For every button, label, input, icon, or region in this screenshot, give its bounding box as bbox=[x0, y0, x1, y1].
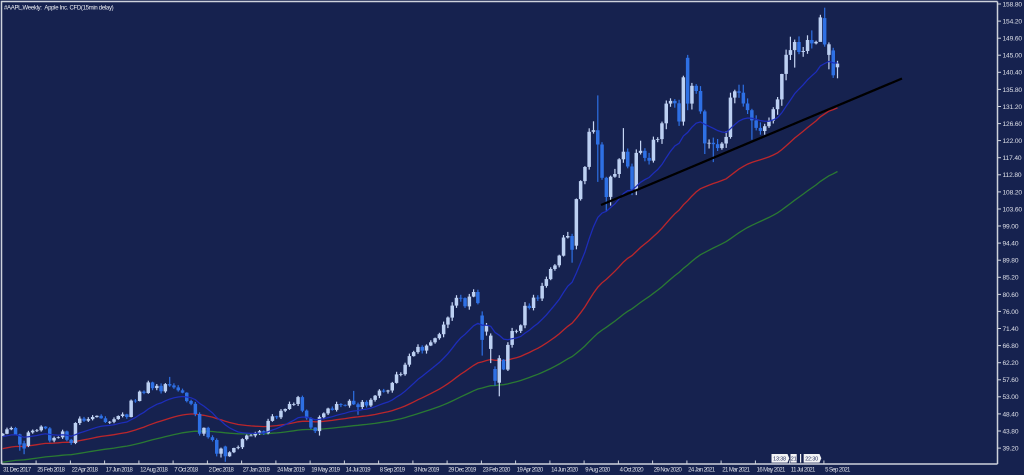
svg-text:112.80: 112.80 bbox=[1003, 172, 1022, 179]
svg-text:135.80: 135.80 bbox=[1003, 87, 1023, 94]
svg-text:99.00: 99.00 bbox=[1003, 223, 1019, 230]
svg-text:158.80: 158.80 bbox=[1003, 1, 1023, 8]
svg-text:27 Jan 2019: 27 Jan 2019 bbox=[243, 468, 271, 474]
svg-text:19 Apr 2020: 19 Apr 2020 bbox=[517, 468, 544, 474]
svg-text:23 Feb 2020: 23 Feb 2020 bbox=[483, 468, 511, 474]
svg-text:19 May 2019: 19 May 2019 bbox=[311, 468, 340, 474]
svg-text:85.20: 85.20 bbox=[1003, 275, 1019, 282]
svg-text:131.20: 131.20 bbox=[1003, 104, 1023, 111]
svg-text:#AAPL,Weekly: Apple Inc. CFD(: #AAPL,Weekly: Apple Inc. CFD(15min delay… bbox=[4, 5, 114, 11]
svg-text:3 Nov 2019: 3 Nov 2019 bbox=[414, 468, 440, 474]
svg-text:22:30: 22:30 bbox=[805, 457, 818, 463]
svg-text:108.20: 108.20 bbox=[1003, 189, 1023, 196]
svg-text:14 Jun 2020: 14 Jun 2020 bbox=[551, 468, 579, 474]
svg-text:140.40: 140.40 bbox=[1003, 70, 1023, 77]
svg-text:66.80: 66.80 bbox=[1003, 343, 1019, 350]
svg-text:149.60: 149.60 bbox=[1003, 36, 1023, 43]
svg-text:9 Aug 2020: 9 Aug 2020 bbox=[585, 468, 611, 474]
svg-text:39.20: 39.20 bbox=[1003, 446, 1019, 453]
svg-text:14 Jul 2019: 14 Jul 2019 bbox=[346, 468, 372, 474]
svg-text:22 Apr 2018: 22 Apr 2018 bbox=[72, 468, 99, 474]
svg-text:21: 21 bbox=[791, 457, 797, 463]
svg-text:126.60: 126.60 bbox=[1003, 121, 1023, 128]
svg-text:17 Jun 2018: 17 Jun 2018 bbox=[106, 468, 134, 474]
svg-text:57.60: 57.60 bbox=[1003, 377, 1019, 384]
svg-text:145.00: 145.00 bbox=[1003, 53, 1023, 60]
svg-text:2 Dec 2018: 2 Dec 2018 bbox=[209, 468, 235, 474]
svg-text:24 Mar 2019: 24 Mar 2019 bbox=[277, 468, 305, 474]
svg-text:25 Feb 2018: 25 Feb 2018 bbox=[37, 468, 65, 474]
svg-text:80.60: 80.60 bbox=[1003, 292, 1019, 299]
svg-text:24 Jan 2021: 24 Jan 2021 bbox=[688, 468, 716, 474]
svg-text:13:38: 13:38 bbox=[773, 457, 786, 463]
svg-text:21 Mar 2021: 21 Mar 2021 bbox=[722, 468, 750, 474]
svg-text:154.20: 154.20 bbox=[1003, 19, 1023, 26]
svg-text:11 Jul 2021: 11 Jul 2021 bbox=[791, 468, 816, 474]
svg-text:7 Oct 2018: 7 Oct 2018 bbox=[174, 468, 199, 474]
svg-text:29 Dec 2019: 29 Dec 2019 bbox=[448, 468, 477, 474]
svg-text:103.60: 103.60 bbox=[1003, 206, 1023, 213]
svg-text:31 Dec 2017: 31 Dec 2017 bbox=[3, 468, 32, 474]
svg-text:53.00: 53.00 bbox=[1003, 394, 1019, 401]
svg-text:4 Oct 2020: 4 Oct 2020 bbox=[620, 468, 645, 474]
svg-text:16 May 2021: 16 May 2021 bbox=[757, 468, 786, 474]
svg-text:94.40: 94.40 bbox=[1003, 241, 1019, 248]
svg-text:89.80: 89.80 bbox=[1003, 258, 1019, 265]
svg-text:71.40: 71.40 bbox=[1003, 326, 1019, 333]
svg-text:122.00: 122.00 bbox=[1003, 138, 1023, 145]
svg-text:76.00: 76.00 bbox=[1003, 309, 1019, 316]
svg-text:48.40: 48.40 bbox=[1003, 411, 1019, 418]
svg-text:12 Aug 2018: 12 Aug 2018 bbox=[140, 468, 168, 474]
svg-text:43.80: 43.80 bbox=[1003, 428, 1019, 435]
svg-text:117.40: 117.40 bbox=[1003, 155, 1022, 162]
svg-text:5 Sep 2021: 5 Sep 2021 bbox=[825, 468, 851, 474]
svg-text:29 Nov 2020: 29 Nov 2020 bbox=[654, 468, 683, 474]
svg-text:8 Sep 2019: 8 Sep 2019 bbox=[380, 468, 406, 474]
svg-text:62.20: 62.20 bbox=[1003, 360, 1019, 367]
